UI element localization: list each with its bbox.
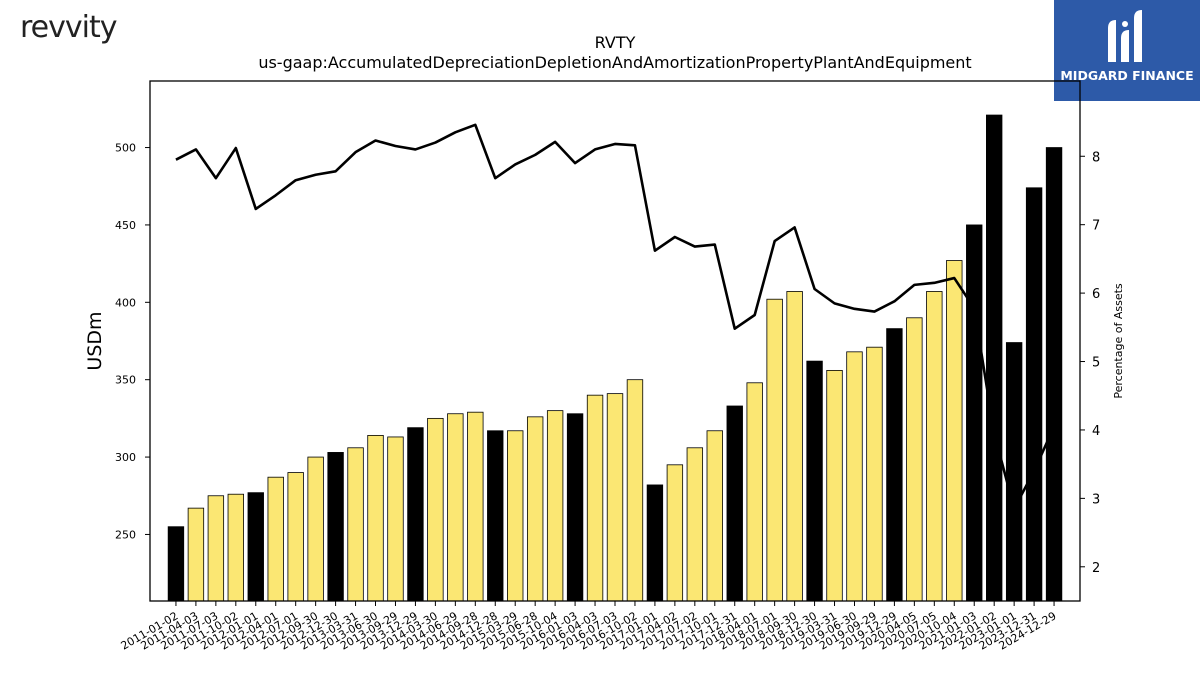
bar (307, 456, 324, 602)
y-tick-label: 250 (115, 528, 136, 541)
bar (287, 472, 304, 602)
midgard-finance-logo: MIDGARD FINANCE (1054, 0, 1200, 101)
bar (646, 484, 664, 602)
bar (546, 410, 564, 602)
bar (806, 360, 823, 602)
bar (726, 405, 743, 602)
bar (566, 413, 584, 602)
bar (387, 436, 404, 602)
bar (606, 393, 624, 602)
bar (447, 413, 464, 602)
bar (427, 417, 444, 602)
bar (167, 526, 185, 602)
bars-layer (167, 114, 1063, 602)
bar (866, 346, 883, 602)
bar (1025, 187, 1043, 602)
bar (1005, 342, 1023, 602)
bar (367, 434, 384, 602)
series-line (175, 123, 1056, 510)
y-tick-label: 450 (115, 219, 136, 232)
y-tick-label: 400 (115, 296, 136, 309)
bar (766, 298, 783, 602)
y-axis-label: USDm (84, 311, 106, 370)
y2-axis-label: Percentage of Assets (1112, 283, 1125, 399)
y2-tick-label: 2 (1092, 561, 1100, 576)
axes-layer: 25030035040045050023456782011-01-022011-… (115, 80, 1100, 653)
bar (1045, 147, 1063, 602)
bar (267, 476, 284, 602)
bar (906, 317, 923, 602)
bar (626, 379, 644, 602)
bar (966, 224, 983, 602)
bar (487, 430, 504, 602)
bar (786, 291, 803, 602)
midgard-finance-text: MIDGARD FINANCE (1060, 68, 1194, 83)
y2-tick-label: 6 (1092, 287, 1100, 302)
bar (986, 114, 1003, 602)
bar (946, 260, 963, 602)
y2-tick-label: 8 (1092, 150, 1100, 165)
chart-title: RVTY (595, 33, 636, 52)
y-tick-label: 500 (115, 142, 136, 155)
bar (686, 447, 704, 602)
y2-tick-label: 4 (1092, 424, 1100, 439)
y-tick-label: 300 (115, 451, 136, 464)
bar (347, 447, 364, 602)
y2-tick-label: 5 (1092, 356, 1100, 371)
bar (467, 411, 484, 602)
line-layer (175, 123, 1056, 510)
bar (886, 328, 903, 602)
bar (407, 427, 424, 602)
bar (327, 452, 344, 602)
bar (507, 430, 524, 602)
y-tick-label: 350 (115, 374, 136, 387)
chart-subtitle: us-gaap:AccumulatedDepreciationDepletion… (258, 53, 971, 72)
bar (526, 416, 544, 602)
bar (666, 464, 684, 602)
bar (207, 495, 225, 602)
bar (926, 291, 943, 602)
midgard-mark-icon (1108, 10, 1142, 62)
bar (706, 430, 723, 602)
bar (826, 369, 843, 602)
bar (846, 351, 863, 602)
revvity-logo: revvity (20, 10, 117, 45)
bar (187, 507, 205, 602)
y2-tick-label: 7 (1092, 219, 1100, 234)
bar (247, 492, 264, 602)
bar (586, 394, 604, 602)
y2-tick-label: 3 (1092, 492, 1100, 507)
bar (227, 493, 244, 602)
bar (746, 382, 763, 602)
